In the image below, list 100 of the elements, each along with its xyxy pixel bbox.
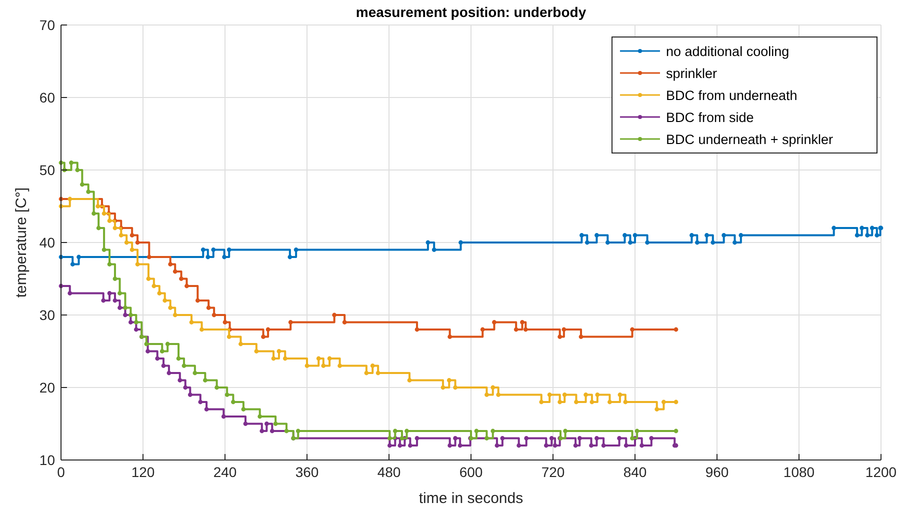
point: [624, 443, 628, 448]
point: [152, 284, 156, 288]
point: [270, 428, 274, 434]
point: [222, 320, 228, 324]
point: [874, 233, 880, 238]
point: [458, 240, 463, 245]
point: [574, 400, 578, 404]
point: [226, 334, 232, 339]
x-tick-label: 120: [131, 464, 155, 480]
point: [75, 168, 80, 172]
point: [166, 370, 172, 376]
point: [674, 327, 678, 332]
point: [189, 320, 194, 324]
point: [573, 443, 578, 448]
point: [221, 414, 226, 419]
point: [321, 364, 326, 368]
point: [192, 370, 198, 376]
point: [271, 356, 276, 361]
point: [123, 312, 128, 318]
y-axis-title: temperature [C°]: [13, 187, 30, 298]
point: [184, 284, 189, 288]
point: [490, 385, 496, 390]
point: [580, 233, 584, 238]
point: [288, 320, 293, 324]
x-axis-title: time in seconds: [418, 490, 524, 507]
point: [562, 327, 566, 332]
point: [102, 211, 106, 216]
point: [408, 443, 412, 448]
point: [107, 262, 112, 266]
point: [432, 248, 436, 252]
point: [558, 334, 562, 339]
point: [722, 233, 726, 238]
point: [261, 334, 266, 339]
point: [426, 240, 430, 245]
point: [710, 240, 716, 245]
point: [448, 334, 452, 339]
point: [645, 240, 650, 245]
point: [860, 226, 864, 230]
point: [654, 407, 660, 412]
point: [304, 364, 310, 368]
point: [161, 364, 166, 368]
point: [547, 392, 552, 397]
point: [623, 400, 628, 404]
point: [273, 422, 278, 426]
point: [130, 248, 134, 252]
point: [176, 356, 181, 361]
y-tick-label: 60: [39, 90, 56, 106]
point: [595, 392, 600, 397]
point: [594, 233, 599, 238]
point: [484, 436, 489, 440]
point: [694, 240, 700, 245]
point: [130, 233, 134, 238]
point: [870, 226, 874, 230]
point: [135, 240, 140, 245]
point: [628, 240, 632, 245]
point: [594, 436, 599, 440]
point: [704, 233, 709, 238]
point: [342, 320, 347, 324]
y-tick-label: 70: [39, 17, 56, 33]
point: [558, 400, 562, 404]
point: [128, 312, 133, 318]
point: [608, 400, 612, 404]
point: [622, 233, 627, 238]
point: [480, 327, 485, 332]
point: [387, 436, 392, 440]
point: [165, 342, 170, 346]
x-tick-label: 600: [459, 464, 483, 480]
point: [492, 320, 496, 324]
point: [578, 334, 584, 339]
x-tick-label: 360: [295, 464, 319, 480]
point: [128, 320, 133, 324]
point: [168, 262, 173, 266]
point: [226, 248, 232, 252]
point: [453, 385, 458, 390]
point: [222, 254, 227, 260]
point: [118, 233, 124, 238]
point: [387, 443, 392, 448]
x-tick-label: 960: [705, 464, 729, 480]
point: [490, 428, 496, 434]
point: [376, 370, 380, 376]
point: [562, 392, 567, 397]
point: [200, 248, 206, 252]
point: [690, 233, 694, 238]
point: [206, 306, 211, 310]
point: [584, 240, 590, 245]
point: [92, 211, 96, 216]
point: [634, 428, 640, 434]
point: [282, 356, 288, 361]
point: [178, 378, 182, 382]
point: [523, 327, 528, 332]
point: [144, 342, 149, 346]
point: [168, 306, 173, 310]
point: [123, 306, 128, 310]
point: [118, 291, 122, 296]
point: [474, 428, 479, 434]
chart-title: measurement position: underbody: [356, 4, 586, 20]
point: [496, 392, 501, 397]
point: [738, 233, 744, 238]
point: [231, 400, 236, 404]
point: [146, 276, 151, 281]
